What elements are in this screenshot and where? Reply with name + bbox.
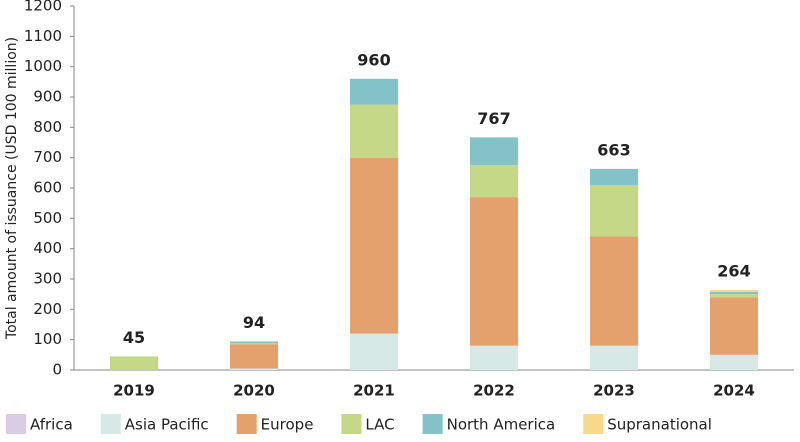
legend-label: North America (447, 416, 556, 434)
bar-segment (710, 294, 758, 298)
y-tick-label: 500 (33, 209, 62, 227)
bar-segment (230, 343, 278, 345)
total-label: 960 (357, 50, 390, 69)
legend-swatch (422, 414, 443, 434)
y-tick-label: 800 (33, 118, 62, 136)
total-label: 663 (597, 140, 630, 159)
y-tick-label: 700 (33, 148, 62, 166)
y-tick-label: 1200 (24, 0, 62, 15)
bar-segment (590, 184, 638, 237)
legend-swatch (6, 414, 26, 434)
y-tick-label: 400 (33, 239, 62, 257)
bar-segment (710, 291, 758, 295)
x-tick-label: 2020 (233, 382, 275, 400)
bar-segment (470, 197, 518, 346)
y-tick-label: 600 (33, 179, 62, 197)
bar-segment (590, 168, 638, 185)
x-tick-label: 2023 (593, 382, 635, 400)
bar-segment (230, 344, 278, 369)
bar-segment (590, 345, 638, 370)
legend-swatch (100, 414, 121, 434)
legend-label: Asia Pacific (125, 416, 209, 434)
bar-segment (470, 345, 518, 370)
bar-segment (470, 165, 518, 198)
bar-segment (590, 236, 638, 346)
legend-swatch (341, 414, 362, 434)
total-label: 264 (717, 261, 750, 280)
y-axis-label: Total amount of issuance (USD 100 millio… (4, 37, 20, 340)
bar-segment (710, 289, 758, 292)
x-tick-label: 2019 (113, 382, 155, 400)
bar-segment (710, 297, 758, 355)
legend-label: Supranational (607, 416, 712, 434)
y-tick-label: 0 (52, 361, 62, 379)
y-tick-label: 1000 (24, 57, 62, 75)
x-tick-label: 2024 (713, 382, 755, 400)
x-tick-label: 2022 (473, 382, 515, 400)
total-label: 45 (123, 328, 145, 347)
y-tick-label: 1100 (24, 27, 62, 45)
bar-segment (350, 157, 398, 334)
bar-segment (350, 333, 398, 370)
bar-segment (110, 356, 158, 370)
legend-swatch (236, 414, 257, 434)
bar-segment (350, 78, 398, 105)
bar-segment (710, 354, 758, 370)
y-tick-label: 900 (33, 88, 62, 106)
total-label: 94 (243, 313, 265, 332)
legend-swatch (583, 414, 604, 434)
bar-segment (230, 368, 278, 370)
legend-label: Africa (30, 416, 73, 434)
y-tick-label: 100 (33, 330, 62, 348)
legend-label: LAC (365, 416, 394, 434)
bar-segment (230, 341, 278, 344)
x-tick-label: 2021 (353, 382, 395, 400)
total-label: 767 (477, 109, 510, 128)
y-tick-label: 300 (33, 270, 62, 288)
bar-segment (350, 104, 398, 158)
bar-segment (470, 137, 518, 166)
legend-label: Europe (261, 416, 314, 434)
y-tick-label: 200 (33, 300, 62, 318)
